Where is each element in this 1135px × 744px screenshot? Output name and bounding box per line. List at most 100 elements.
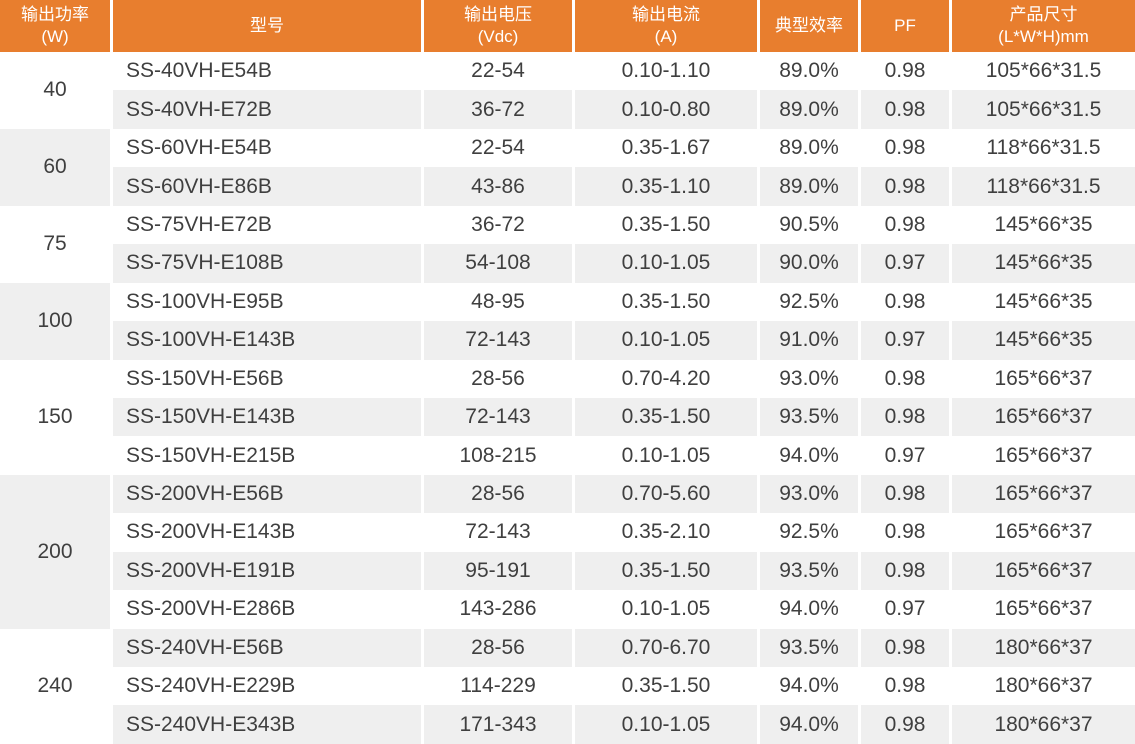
table-row: 40 SS-40VH-E54B 22-54 0.10-1.10 89.0% 0.98 105…: [0, 52, 1135, 129]
size-cell: 165*66*37: [952, 436, 1135, 475]
header-label-line2: (L*W*H)mm: [998, 27, 1089, 46]
current-cell: 0.10-1.10: [575, 52, 760, 91]
header-cell-efficiency: 典型效率: [760, 0, 861, 52]
voltage-cell: 22-54: [424, 52, 575, 91]
pf-cell: 0.98: [861, 52, 952, 91]
current-cell: 0.70-5.60: [575, 474, 760, 514]
table-header: 输出功率 (W) 型号 输出电压 (Vdc) 输出电流 (A) 典型效率 PF 产品尺寸 (L*W*…: [0, 0, 1135, 52]
pf-cell: 0.98: [861, 474, 952, 514]
table-row: SS-200VH-E286B 143-286 0.10-1.05 94.0% 0.97 1…: [0, 590, 1135, 629]
table-row: SS-40VH-E72B 36-72 0.10-0.80 89.0% 0.98 105*6…: [0, 90, 1135, 129]
efficiency-cell: 94.0%: [760, 705, 861, 744]
size-cell: 105*66*31.5: [952, 90, 1135, 129]
header-label-line1: 输出功率: [21, 5, 89, 25]
table-row: SS-150VH-E215B 108-215 0.10-1.05 94.0% 0.97 1…: [0, 436, 1135, 475]
pf-cell: 0.98: [861, 628, 952, 667]
current-cell: 0.10-1.05: [575, 590, 760, 629]
efficiency-cell: 94.0%: [760, 667, 861, 706]
current-cell: 0.35-1.50: [575, 205, 760, 245]
pf-cell: 0.98: [861, 359, 952, 398]
voltage-cell: 72-143: [424, 321, 575, 360]
size-cell: 165*66*37: [952, 513, 1135, 552]
table-body: 40 SS-40VH-E54B 22-54 0.10-1.10 89.0% 0.98 105…: [0, 52, 1135, 744]
voltage-cell: 108-215: [424, 436, 575, 475]
pf-cell: 0.98: [861, 90, 952, 129]
model-cell: SS-60VH-E54B: [113, 128, 424, 168]
efficiency-cell: 93.5%: [760, 397, 861, 437]
table-row: 60 SS-60VH-E54B 22-54 0.35-1.67 89.0% 0.98 118…: [0, 128, 1135, 206]
size-cell: 180*66*37: [952, 705, 1135, 744]
table-row: SS-240VH-E343B 171-343 0.10-1.05 94.0% 0.98 1…: [0, 705, 1135, 744]
pf-cell: 0.98: [861, 667, 952, 706]
size-cell: 145*66*35: [952, 321, 1135, 360]
header-label-line1: 输出电流: [632, 5, 700, 25]
header-label-line1: 典型效率: [775, 16, 843, 36]
current-cell: 0.35-1.50: [575, 667, 760, 706]
header-cell-model: 型号: [113, 0, 424, 52]
efficiency-cell: 89.0%: [760, 52, 861, 91]
power-group-cell: 100: [0, 282, 113, 360]
header-label-line1: 输出电压: [464, 5, 532, 25]
voltage-cell: 143-286: [424, 590, 575, 629]
table-row: SS-60VH-E86B 43-86 0.35-1.10 89.0% 0.98 118*6…: [0, 167, 1135, 206]
efficiency-cell: 90.5%: [760, 205, 861, 245]
model-cell: SS-150VH-E215B: [113, 436, 424, 475]
header-cell-current: 输出电流 (A): [575, 0, 760, 52]
size-cell: 145*66*35: [952, 205, 1135, 245]
power-group-cell: 150: [0, 359, 113, 475]
header-cell-pf: PF: [861, 0, 952, 52]
voltage-cell: 72-143: [424, 513, 575, 552]
header-cell-size: 产品尺寸 (L*W*H)mm: [952, 0, 1135, 52]
efficiency-cell: 91.0%: [760, 321, 861, 360]
pf-cell: 0.98: [861, 205, 952, 245]
model-cell: SS-200VH-E286B: [113, 590, 424, 629]
table-row: 75 SS-75VH-E72B 36-72 0.35-1.50 90.5% 0.98 145…: [0, 205, 1135, 283]
model-cell: SS-200VH-E143B: [113, 513, 424, 552]
model-cell: SS-60VH-E86B: [113, 167, 424, 206]
current-cell: 0.10-0.80: [575, 90, 760, 129]
pf-cell: 0.98: [861, 282, 952, 322]
power-group-cell: 60: [0, 128, 113, 206]
size-cell: 145*66*35: [952, 282, 1135, 322]
voltage-cell: 171-343: [424, 705, 575, 744]
header-label-line2: (A): [654, 27, 678, 46]
current-cell: 0.10-1.05: [575, 321, 760, 360]
voltage-cell: 48-95: [424, 282, 575, 322]
current-cell: 0.35-2.10: [575, 513, 760, 552]
table-row: SS-200VH-E191B 95-191 0.35-1.50 93.5% 0.98 16…: [0, 551, 1135, 591]
efficiency-cell: 94.0%: [760, 590, 861, 629]
size-cell: 165*66*37: [952, 397, 1135, 437]
header-row: 输出功率 (W) 型号 输出电压 (Vdc) 输出电流 (A) 典型效率 PF 产品尺寸 (L*W*…: [0, 0, 1135, 52]
model-cell: SS-200VH-E56B: [113, 474, 424, 514]
table-row: SS-200VH-E143B 72-143 0.35-2.10 92.5% 0.98 16…: [0, 513, 1135, 552]
voltage-cell: 36-72: [424, 90, 575, 129]
pf-cell: 0.97: [861, 590, 952, 629]
model-cell: SS-150VH-E56B: [113, 359, 424, 398]
current-cell: 0.70-6.70: [575, 628, 760, 667]
size-cell: 165*66*37: [952, 590, 1135, 629]
model-cell: SS-100VH-E95B: [113, 282, 424, 322]
current-cell: 0.10-1.05: [575, 705, 760, 744]
efficiency-cell: 94.0%: [760, 436, 861, 475]
current-cell: 0.35-1.67: [575, 128, 760, 168]
current-cell: 0.70-4.20: [575, 359, 760, 398]
table-row: 200 SS-200VH-E56B 28-56 0.70-5.60 93.0% 0.98 1…: [0, 474, 1135, 629]
header-label-line2: (W): [41, 27, 69, 46]
size-cell: 165*66*37: [952, 551, 1135, 591]
pf-cell: 0.97: [861, 436, 952, 475]
pf-cell: 0.97: [861, 321, 952, 360]
voltage-cell: 28-56: [424, 628, 575, 667]
size-cell: 165*66*37: [952, 474, 1135, 514]
current-cell: 0.35-1.50: [575, 397, 760, 437]
model-cell: SS-75VH-E108B: [113, 244, 424, 283]
voltage-cell: 28-56: [424, 359, 575, 398]
size-cell: 118*66*31.5: [952, 128, 1135, 168]
table-row: SS-100VH-E143B 72-143 0.10-1.05 91.0% 0.97 14…: [0, 321, 1135, 360]
size-cell: 165*66*37: [952, 359, 1135, 398]
voltage-cell: 22-54: [424, 128, 575, 168]
current-cell: 0.35-1.50: [575, 551, 760, 591]
table-row: SS-75VH-E108B 54-108 0.10-1.05 90.0% 0.97 145…: [0, 244, 1135, 283]
efficiency-cell: 89.0%: [760, 128, 861, 168]
power-group-cell: 200: [0, 474, 113, 629]
header-label-line2: (Vdc): [477, 27, 519, 46]
